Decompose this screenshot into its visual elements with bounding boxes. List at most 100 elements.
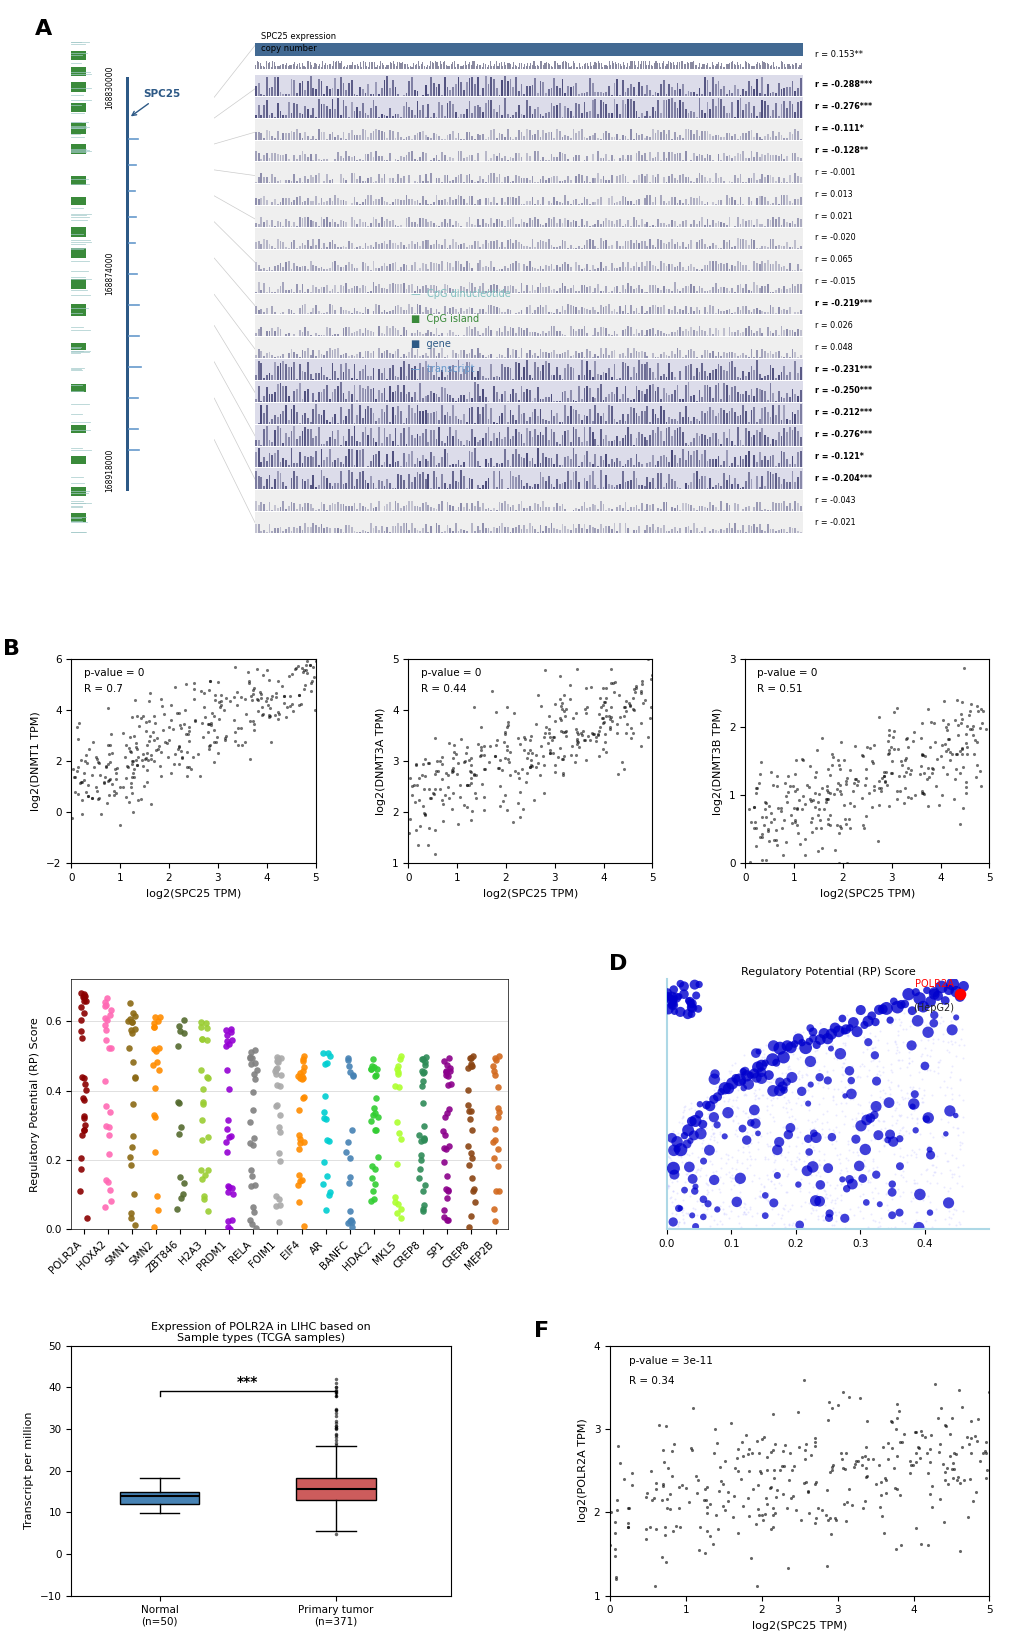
Bar bbox=[682, 398, 683, 401]
Point bbox=[706, 1061, 722, 1087]
Bar bbox=[774, 415, 776, 424]
Point bbox=[914, 1017, 930, 1043]
Bar bbox=[679, 174, 681, 183]
Bar bbox=[685, 64, 686, 69]
Bar bbox=[328, 197, 330, 206]
Point bbox=[193, 1056, 209, 1082]
Point bbox=[834, 1061, 850, 1087]
Bar bbox=[506, 114, 508, 118]
Bar bbox=[671, 291, 673, 293]
Bar bbox=[411, 265, 413, 271]
Point bbox=[792, 1092, 808, 1119]
Point bbox=[862, 1165, 878, 1191]
Bar bbox=[615, 104, 618, 118]
Bar bbox=[285, 405, 286, 424]
Bar bbox=[414, 528, 415, 533]
Point bbox=[577, 747, 593, 773]
Point bbox=[530, 750, 546, 776]
Bar bbox=[437, 66, 439, 69]
Bar bbox=[339, 77, 341, 95]
Point bbox=[755, 1173, 771, 1199]
Point bbox=[796, 1189, 812, 1216]
Point bbox=[824, 1087, 841, 1114]
Point bbox=[836, 1058, 852, 1084]
Point bbox=[817, 1109, 834, 1135]
Bar bbox=[539, 115, 541, 118]
Bar bbox=[630, 304, 631, 314]
Point bbox=[369, 1104, 385, 1130]
Bar bbox=[570, 480, 571, 489]
Bar bbox=[711, 350, 713, 359]
Point bbox=[823, 1124, 840, 1150]
Bar bbox=[728, 240, 730, 248]
Point bbox=[118, 765, 135, 791]
Bar bbox=[771, 393, 773, 401]
Point bbox=[904, 1105, 920, 1132]
Bar bbox=[255, 163, 802, 183]
Bar bbox=[424, 135, 426, 140]
Bar bbox=[364, 480, 366, 489]
Bar bbox=[528, 375, 530, 380]
Point bbox=[681, 1163, 697, 1189]
Bar bbox=[640, 306, 642, 314]
Bar bbox=[466, 109, 467, 118]
Bar bbox=[351, 263, 353, 271]
Bar bbox=[739, 285, 741, 293]
Bar bbox=[558, 466, 560, 467]
Bar bbox=[646, 406, 648, 424]
Bar bbox=[662, 151, 664, 161]
Bar bbox=[556, 63, 557, 69]
Point bbox=[874, 1127, 891, 1153]
Bar bbox=[588, 462, 590, 467]
Text: r = 0.026: r = 0.026 bbox=[814, 321, 852, 329]
Bar bbox=[276, 265, 278, 271]
Bar bbox=[323, 94, 325, 95]
Point bbox=[907, 1143, 923, 1170]
Point bbox=[669, 1120, 686, 1147]
Bar bbox=[419, 202, 421, 206]
Bar bbox=[692, 416, 694, 424]
Point bbox=[800, 1170, 816, 1196]
Point bbox=[427, 816, 443, 842]
Bar bbox=[588, 66, 589, 69]
Point bbox=[178, 762, 195, 788]
Bar bbox=[671, 99, 673, 118]
Bar bbox=[682, 331, 683, 336]
Bar bbox=[370, 94, 371, 95]
Bar bbox=[558, 64, 559, 69]
Point bbox=[884, 1128, 901, 1155]
Point bbox=[98, 752, 114, 778]
Bar bbox=[389, 63, 390, 69]
Point bbox=[286, 655, 303, 681]
Point bbox=[648, 676, 664, 702]
Point bbox=[107, 765, 123, 791]
Bar bbox=[796, 132, 798, 140]
Point bbox=[601, 714, 618, 740]
Point bbox=[302, 651, 318, 678]
Bar bbox=[258, 132, 259, 140]
Bar bbox=[547, 286, 549, 293]
Bar bbox=[487, 479, 489, 489]
Point bbox=[425, 781, 441, 808]
Bar bbox=[567, 431, 569, 446]
Bar bbox=[328, 181, 330, 183]
Point bbox=[788, 1028, 804, 1054]
Point bbox=[229, 716, 246, 742]
Bar bbox=[446, 355, 448, 359]
Bar bbox=[263, 138, 265, 140]
Point bbox=[807, 1124, 823, 1150]
Bar bbox=[351, 355, 353, 359]
Bar bbox=[386, 479, 388, 489]
Bar bbox=[564, 431, 566, 446]
Bar bbox=[755, 502, 757, 512]
Bar bbox=[463, 268, 465, 271]
Bar bbox=[287, 290, 289, 293]
Bar bbox=[545, 114, 546, 118]
Point bbox=[700, 1168, 716, 1194]
Bar bbox=[717, 309, 718, 314]
Bar bbox=[667, 355, 669, 359]
Point bbox=[919, 1026, 935, 1053]
Bar bbox=[501, 395, 502, 401]
Point bbox=[844, 1171, 860, 1198]
Point bbox=[392, 1196, 409, 1222]
